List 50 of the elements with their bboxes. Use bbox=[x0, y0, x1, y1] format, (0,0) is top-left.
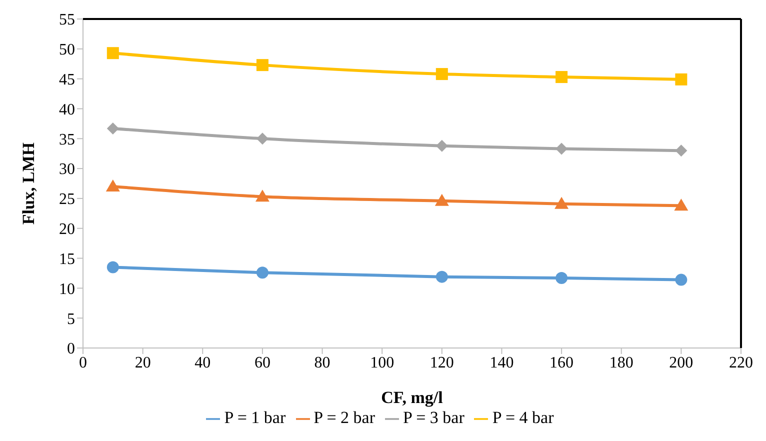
point bbox=[255, 190, 270, 202]
legend-label: P = 2 bar bbox=[314, 408, 375, 427]
x-tick-label: 140 bbox=[490, 354, 514, 372]
x-tick-label: 160 bbox=[550, 354, 574, 372]
y-tick-label: 50 bbox=[59, 42, 75, 59]
point bbox=[556, 71, 568, 84]
y-tick-label: 45 bbox=[59, 72, 75, 88]
point bbox=[436, 68, 448, 80]
y-axis-title: Flux, LMH bbox=[19, 142, 38, 225]
y-tick-label: 35 bbox=[59, 131, 75, 148]
point bbox=[436, 140, 448, 152]
x-tick-label: 0 bbox=[79, 354, 87, 372]
point bbox=[675, 274, 688, 286]
y-tick-label: 40 bbox=[59, 101, 75, 118]
point bbox=[556, 142, 568, 155]
x-tick-label: 40 bbox=[194, 354, 211, 372]
point bbox=[106, 179, 120, 192]
point bbox=[436, 270, 448, 283]
x-tick-label: 60 bbox=[254, 354, 270, 372]
point bbox=[554, 196, 569, 209]
point bbox=[106, 47, 119, 60]
point bbox=[256, 59, 268, 72]
point bbox=[556, 272, 568, 284]
x-tick-label: 220 bbox=[729, 354, 753, 372]
y-tick-label: 0 bbox=[67, 340, 75, 358]
y-tick-label: 30 bbox=[59, 161, 75, 178]
point bbox=[434, 194, 449, 206]
x-tick-label: 100 bbox=[370, 354, 394, 372]
y-tick-label: 55 bbox=[59, 12, 75, 29]
point bbox=[106, 122, 119, 134]
y-tick-label: 15 bbox=[59, 250, 75, 268]
x-tick-label: 180 bbox=[609, 354, 634, 372]
legend-label: P = 4 bar bbox=[492, 408, 554, 427]
point bbox=[674, 198, 688, 211]
y-tick-label: 10 bbox=[59, 280, 75, 298]
x-tick-label: 120 bbox=[430, 354, 454, 372]
point bbox=[675, 73, 688, 86]
y-tick-label: 20 bbox=[59, 221, 75, 238]
point bbox=[256, 132, 268, 145]
x-tick-label: 80 bbox=[314, 354, 330, 372]
x-axis-title: CF, mg/l bbox=[381, 388, 444, 407]
legend-label: P = 3 bar bbox=[403, 408, 464, 427]
point bbox=[256, 266, 268, 279]
y-tick-label: 25 bbox=[59, 191, 75, 208]
y-tick-label: 5 bbox=[67, 310, 75, 328]
point bbox=[106, 261, 119, 274]
legend-label: P = 1 bar bbox=[224, 408, 286, 427]
x-tick-label: 200 bbox=[669, 354, 694, 372]
x-tick-label: 20 bbox=[134, 354, 151, 372]
point bbox=[675, 144, 688, 157]
